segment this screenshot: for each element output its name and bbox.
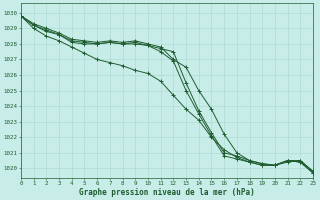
X-axis label: Graphe pression niveau de la mer (hPa): Graphe pression niveau de la mer (hPa) <box>79 188 255 197</box>
